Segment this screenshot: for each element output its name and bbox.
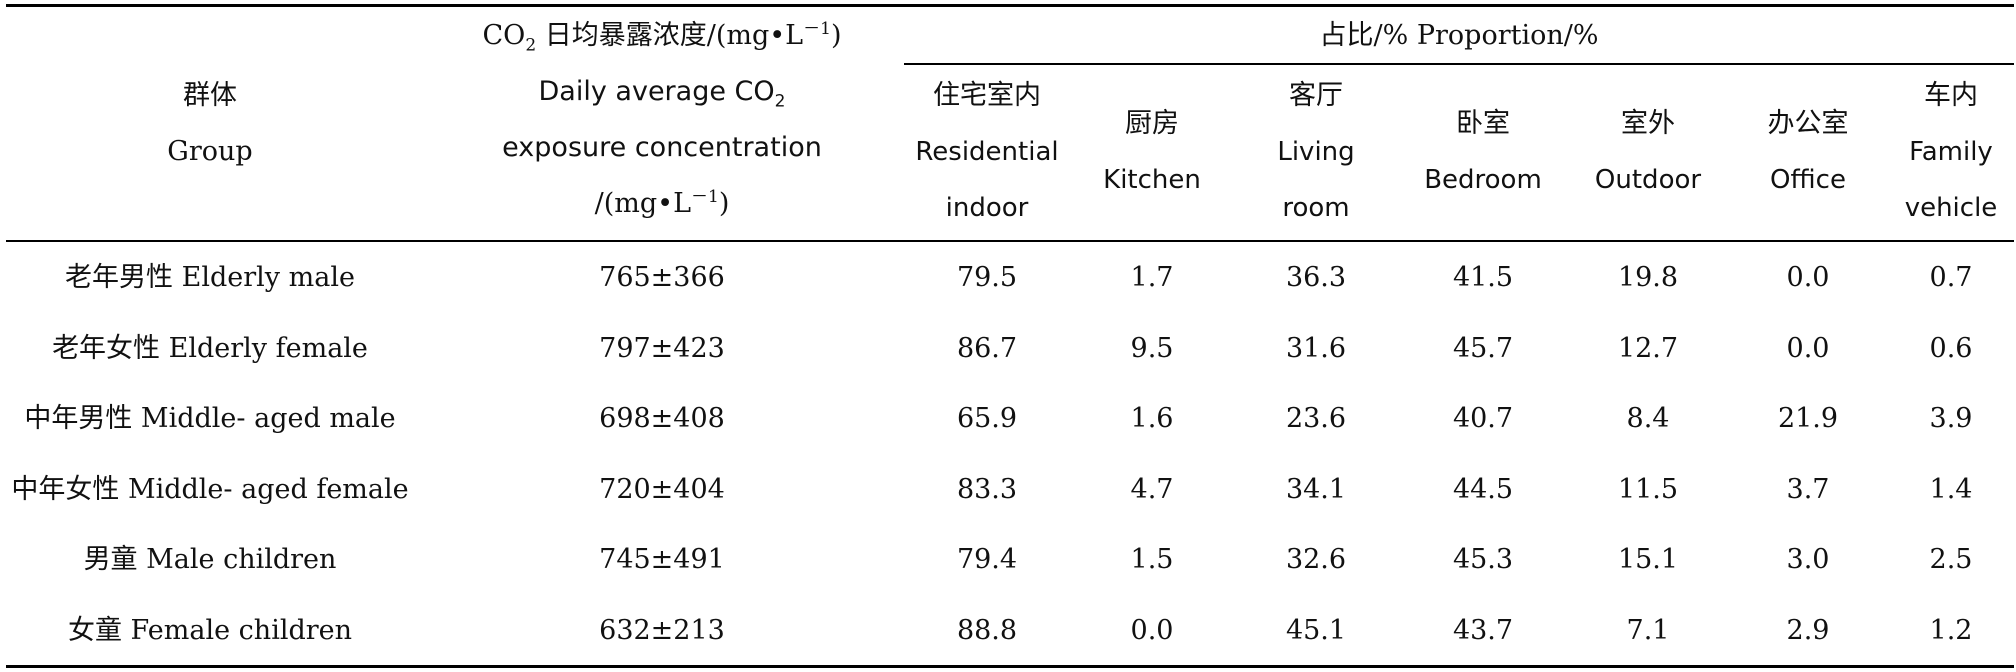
col-zh: 室外 [1621,108,1675,139]
row-value: 11.5 [1617,474,1679,505]
row-value: 1.4 [1929,474,1973,505]
row-co2: 745±491 [599,544,725,575]
col-en: Office [1770,165,1846,195]
proportion-underline [904,63,2014,65]
col-en: Kitchen [1103,165,1201,195]
col-en: room [1282,193,1350,223]
row-co2: 765±366 [599,262,725,293]
col-office: 办公室 Office [1728,96,1888,208]
row-value: 41.5 [1452,262,1514,293]
row-value: 7.1 [1626,615,1670,646]
row-value: 88.8 [956,615,1018,646]
row-value: 45.3 [1452,544,1514,575]
col-zh: 车内 [1924,80,1978,111]
col-zh: 住宅室内 [933,80,1041,111]
row-group: 老年女性 Elderly female [52,333,368,364]
row-value: 15.1 [1617,544,1679,575]
row-value: 43.7 [1452,615,1514,646]
row-co2: 720±404 [599,474,725,505]
header-co2-en-line1: Daily average CO2 [538,76,786,112]
col-en: Bedroom [1424,165,1542,195]
col-living-room: 客厅 Living room [1234,68,1398,236]
row-value: 19.8 [1617,262,1679,293]
col-kitchen: 厨房 Kitchen [1070,96,1234,208]
row-value: 3.0 [1786,544,1830,575]
row-co2: 632±213 [599,615,725,646]
row-value: 0.0 [1786,262,1830,293]
row-co2: 698±408 [599,403,725,434]
col-zh: 客厅 [1289,80,1343,111]
row-value: 65.9 [956,403,1018,434]
row-value: 3.9 [1929,403,1973,434]
row-value: 1.2 [1929,615,1973,646]
row-value: 79.5 [956,262,1018,293]
col-en: indoor [945,193,1029,223]
row-value: 0.6 [1929,333,1973,364]
header-co2: CO2 日均暴露浓度/(mg•L－1) Daily average CO2 ex… [420,8,904,232]
row-value: 2.5 [1929,544,1973,575]
row-value: 45.7 [1452,333,1514,364]
row-value: 79.4 [956,544,1018,575]
header-group-zh: 群体 [183,80,237,111]
header-proportion: 占比/% Proportion/% [1319,20,1599,51]
row-value: 36.3 [1285,262,1347,293]
col-en: Living [1277,137,1355,167]
col-en: vehicle [1904,193,1998,223]
row-value: 0.7 [1929,262,1973,293]
row-value: 9.5 [1130,333,1174,364]
row-value: 3.7 [1786,474,1830,505]
row-group: 中年男性 Middle- aged male [24,403,396,434]
row-value: 1.7 [1130,262,1174,293]
header-group: 群体 Group [0,68,420,180]
row-value: 34.1 [1285,474,1347,505]
row-value: 2.9 [1786,615,1830,646]
row-value: 83.3 [956,474,1018,505]
col-en: Outdoor [1594,165,1702,195]
row-co2: 797±423 [599,333,725,364]
row-value: 1.6 [1130,403,1174,434]
row-group: 中年女性 Middle- aged female [11,474,409,505]
row-value: 1.5 [1130,544,1174,575]
row-group: 女童 Female children [67,615,353,646]
col-zh: 厨房 [1125,108,1179,139]
table-bottom-rule [6,665,2014,668]
header-bottom-rule [6,240,2014,242]
col-residential-indoor: 住宅室内 Residential indoor [904,68,1070,236]
header-co2-zh: CO2 日均暴露浓度/(mg•L－1) [482,19,842,56]
col-zh: 办公室 [1767,108,1849,139]
table-top-rule [6,4,2014,7]
row-value: 0.0 [1130,615,1174,646]
header-group-en: Group [167,136,253,167]
col-family-vehicle: 车内 Family vehicle [1888,68,2014,236]
row-value: 44.5 [1452,474,1514,505]
col-outdoor: 室外 Outdoor [1568,96,1728,208]
row-value: 86.7 [956,333,1018,364]
header-co2-en-line2: exposure concentration [502,132,822,163]
col-en: Residential [915,137,1059,167]
row-value: 40.7 [1452,403,1514,434]
row-value: 31.6 [1285,333,1347,364]
row-value: 12.7 [1617,333,1679,364]
row-value: 21.9 [1777,403,1839,434]
row-value: 4.7 [1130,474,1174,505]
row-value: 0.0 [1786,333,1830,364]
col-zh: 卧室 [1456,108,1510,139]
col-en: Family [1909,137,1993,167]
row-group: 男童 Male children [83,544,337,575]
row-value: 8.4 [1626,403,1670,434]
row-group: 老年男性 Elderly male [65,262,355,293]
col-bedroom: 卧室 Bedroom [1398,96,1568,208]
header-co2-unit: /(mg•L－1) [594,187,730,219]
row-value: 32.6 [1285,544,1347,575]
row-value: 45.1 [1285,615,1347,646]
row-value: 23.6 [1285,403,1347,434]
